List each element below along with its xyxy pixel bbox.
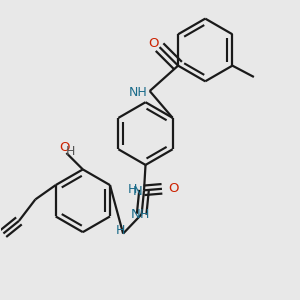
- Text: H: H: [140, 208, 149, 221]
- Text: O: O: [169, 182, 179, 195]
- Text: N: N: [131, 208, 140, 221]
- Text: O: O: [148, 37, 158, 50]
- Text: H: H: [128, 183, 137, 196]
- Text: N: N: [133, 185, 143, 198]
- Text: H: H: [66, 145, 76, 158]
- Text: H: H: [116, 224, 125, 237]
- Text: O: O: [60, 141, 70, 154]
- Text: NH: NH: [129, 86, 147, 99]
